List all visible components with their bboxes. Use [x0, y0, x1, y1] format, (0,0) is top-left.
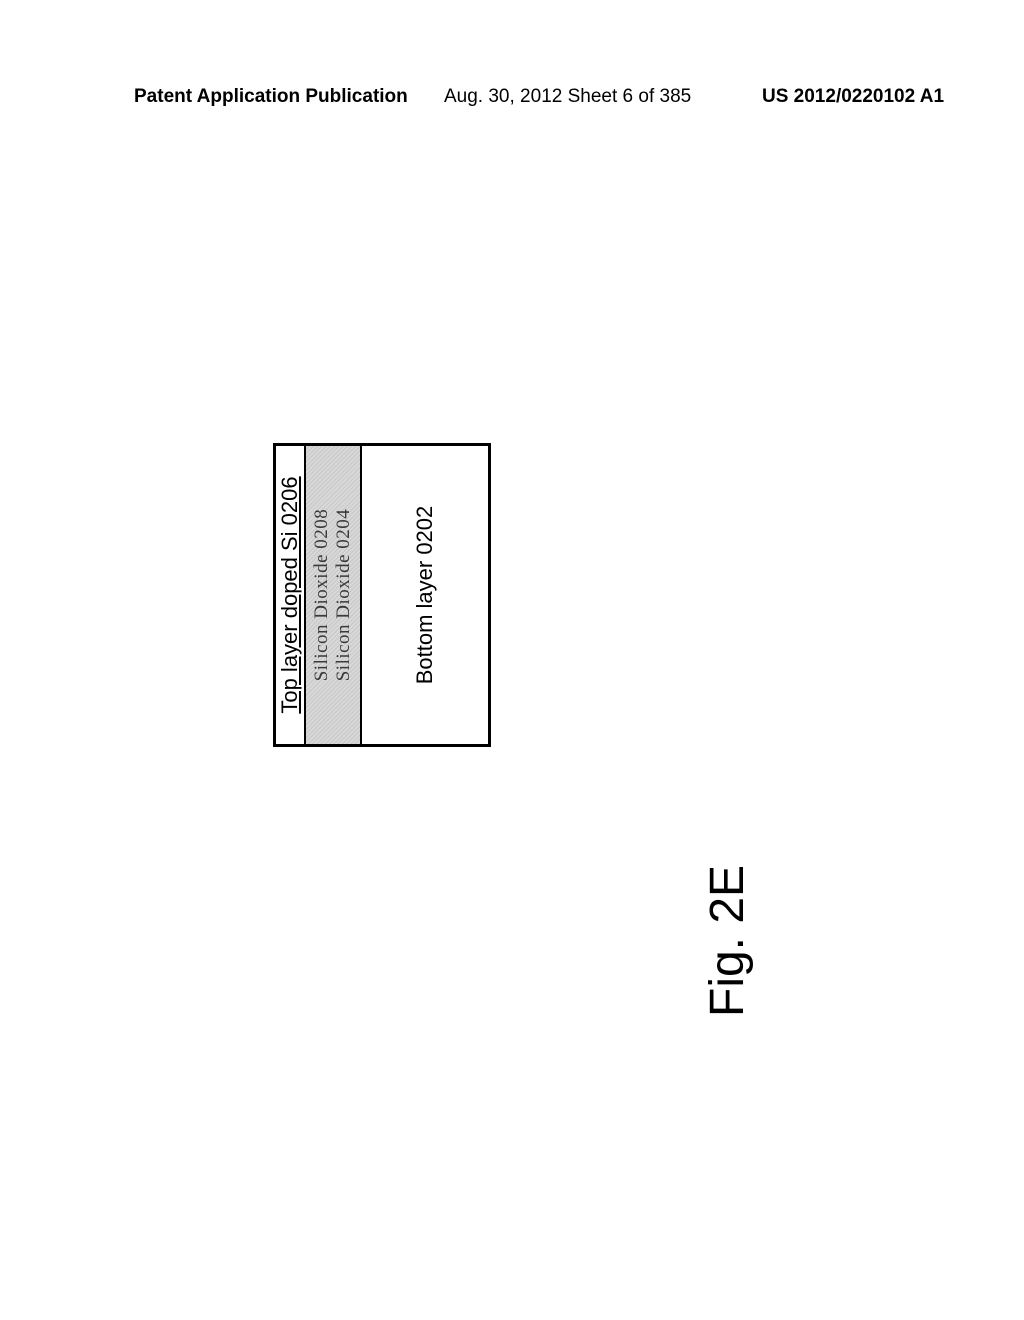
bottom-layer-label: Bottom layer 0202	[412, 506, 438, 685]
oxide-upper-label: Silicon Dioxide 0208	[311, 509, 332, 682]
top-silicon-layer: Top layer doped Si 0206	[276, 446, 306, 744]
bottom-layer: Bottom layer 0202	[362, 446, 488, 744]
header-center: Aug. 30, 2012 Sheet 6 of 385	[444, 86, 691, 108]
silicon-dioxide-layers: Silicon Dioxide 0208 Silicon Dioxide 020…	[306, 446, 362, 744]
oxide-lower-label: Silicon Dioxide 0204	[333, 509, 354, 682]
top-layer-label: Top layer doped Si 0206	[277, 476, 303, 713]
figure-caption: Fig. 2E	[700, 865, 755, 1017]
header-right: US 2012/0220102 A1	[762, 86, 944, 108]
header-left: Patent Application Publication	[134, 86, 408, 108]
layer-stack-diagram: Top layer doped Si 0206 Silicon Dioxide …	[273, 443, 491, 747]
